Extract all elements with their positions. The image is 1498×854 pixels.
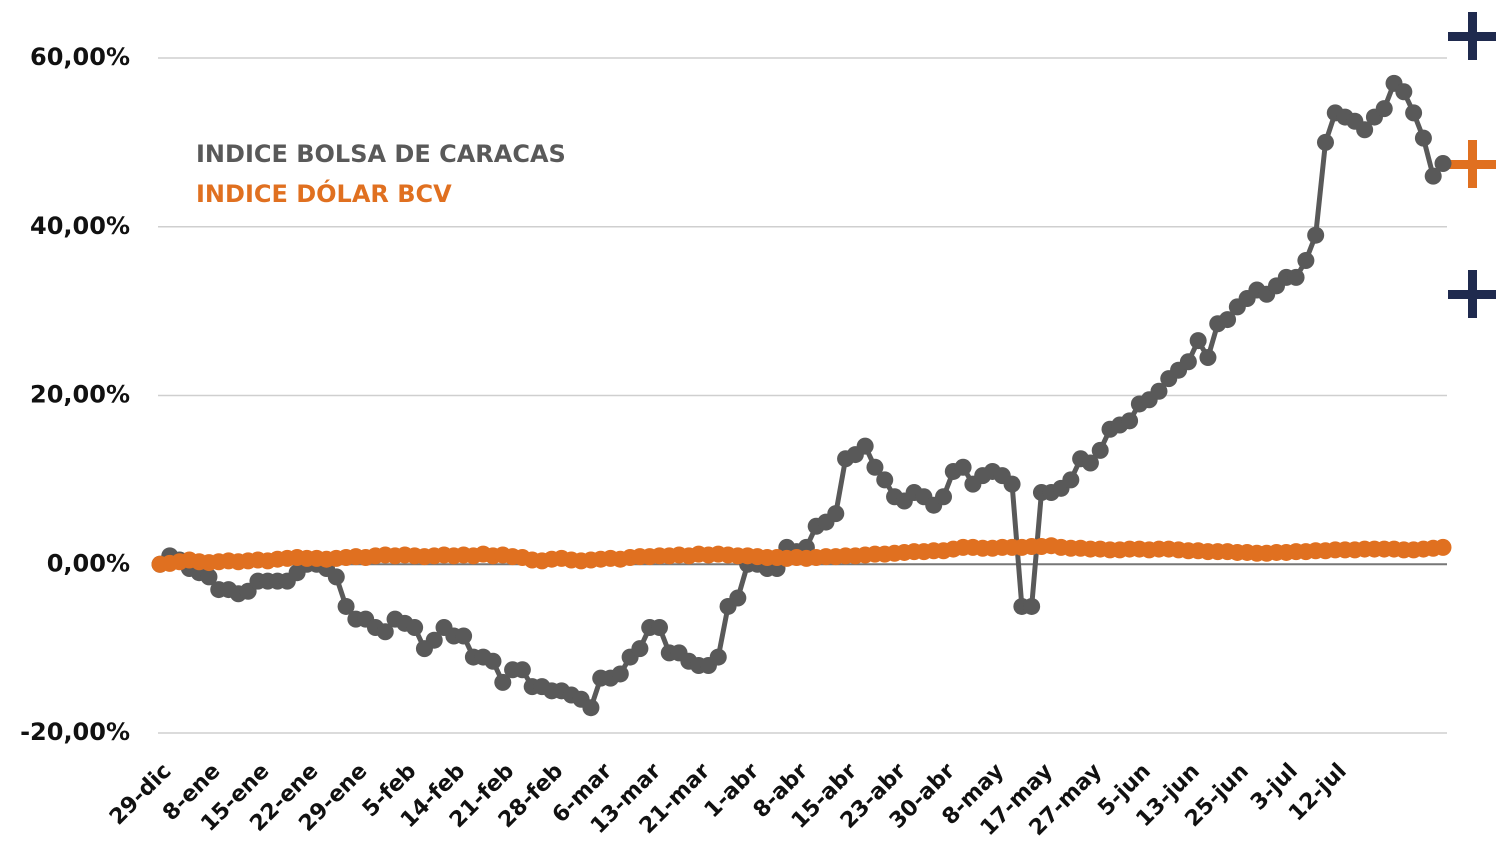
point xyxy=(1297,252,1315,269)
point xyxy=(406,619,424,637)
x-tick-label: 29-dic xyxy=(105,759,176,830)
point xyxy=(337,597,355,615)
decoration-plus xyxy=(1448,12,1496,318)
point xyxy=(327,568,345,586)
y-tick-label: 0,00% xyxy=(47,549,130,577)
point xyxy=(1287,268,1305,286)
point xyxy=(425,631,443,649)
y-tick-label: 60,00% xyxy=(30,43,130,71)
point xyxy=(200,568,218,586)
point xyxy=(709,648,727,666)
series xyxy=(151,537,1452,573)
point xyxy=(1121,412,1139,430)
x-tick-label: 1-abr xyxy=(700,759,764,823)
point xyxy=(1023,597,1041,615)
y-tick-label: 20,00% xyxy=(30,381,130,409)
y-tick-label: -20,00% xyxy=(20,718,130,746)
point xyxy=(1062,471,1080,489)
point xyxy=(1081,454,1099,472)
legend-entry: INDICE DÓLAR BCV xyxy=(196,178,452,208)
point xyxy=(1150,382,1168,400)
point xyxy=(1219,311,1237,329)
point xyxy=(935,488,953,506)
point xyxy=(876,471,894,489)
point xyxy=(1307,226,1325,244)
point xyxy=(1356,121,1374,139)
point xyxy=(494,673,512,691)
point xyxy=(1003,475,1021,493)
point xyxy=(1189,332,1207,350)
point xyxy=(1405,104,1423,122)
point xyxy=(611,665,629,683)
point xyxy=(455,627,473,645)
point xyxy=(1434,538,1452,556)
point xyxy=(1375,100,1393,118)
y-tick-label: 40,00% xyxy=(30,212,130,240)
point xyxy=(1091,441,1109,459)
point xyxy=(1424,167,1442,185)
point xyxy=(376,623,394,641)
legend-entry: INDICE BOLSA DE CARACAS xyxy=(196,140,566,168)
point xyxy=(827,505,845,523)
point xyxy=(1434,154,1452,172)
point xyxy=(1414,129,1432,147)
point xyxy=(650,619,668,637)
point xyxy=(1179,353,1197,371)
point xyxy=(582,699,600,717)
point xyxy=(631,640,649,658)
point xyxy=(484,652,502,670)
point xyxy=(1316,133,1334,151)
point xyxy=(866,458,884,476)
point xyxy=(513,661,531,679)
point xyxy=(1395,83,1413,101)
point xyxy=(856,437,874,455)
point xyxy=(729,589,747,607)
point xyxy=(954,458,972,476)
point xyxy=(1199,349,1217,367)
